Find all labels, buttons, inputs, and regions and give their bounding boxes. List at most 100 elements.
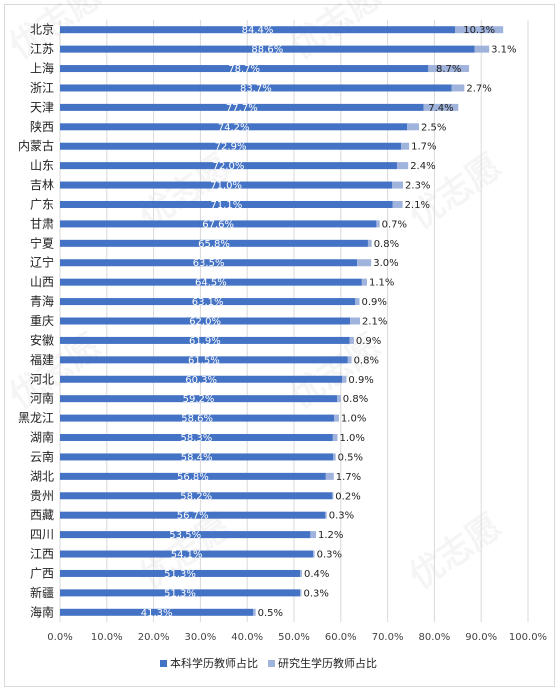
data-label-postgraduate: 1.7% <box>336 472 361 483</box>
data-label-postgraduate: 0.4% <box>304 569 329 580</box>
data-label-bachelor: 71.0% <box>210 181 242 192</box>
data-label-postgraduate: 0.8% <box>374 239 399 250</box>
bar-postgraduate <box>392 200 403 208</box>
bar-postgraduate <box>396 162 409 170</box>
x-tick-label: 70.0% <box>372 632 404 643</box>
x-tick-label: 10.0% <box>91 632 123 643</box>
data-label-postgraduate: 0.9% <box>348 375 373 386</box>
category-label: 贵州 <box>30 489 54 503</box>
category-label: 安徽 <box>30 332 54 347</box>
category-label: 广西 <box>30 566 54 580</box>
watermark-text: 优志愿 <box>402 146 508 237</box>
data-label-bachelor: 41.3% <box>141 608 173 619</box>
bar-postgraduate <box>300 569 302 577</box>
bar-postgraduate <box>454 26 504 34</box>
x-tick-label: 90.0% <box>465 632 497 643</box>
data-label-bachelor: 56.7% <box>177 511 209 522</box>
data-label-bachelor: 58.6% <box>181 414 213 425</box>
data-label-postgraduate: 0.9% <box>362 297 387 308</box>
bar-postgraduate <box>357 259 372 267</box>
data-label-bachelor: 72.9% <box>215 142 247 153</box>
category-label: 天津 <box>30 100 54 114</box>
data-label-postgraduate: 2.7% <box>466 83 491 94</box>
bar-postgraduate <box>325 472 334 480</box>
data-label-postgraduate: 2.3% <box>405 181 430 192</box>
x-tick-label: 100.0% <box>509 632 547 643</box>
category-label: 新疆 <box>30 585 54 600</box>
data-label-bachelor: 53.5% <box>169 530 201 541</box>
category-label: 内蒙古 <box>18 138 54 153</box>
bar-bachelor <box>60 531 311 539</box>
bar-postgraduate <box>355 298 360 306</box>
data-label-bachelor: 62.0% <box>189 317 221 328</box>
data-label-postgraduate: 2.1% <box>362 317 387 328</box>
data-label-postgraduate: 2.1% <box>405 200 430 211</box>
bar-bachelor <box>60 414 335 422</box>
watermark-text: 优志愿 <box>402 506 508 597</box>
data-label-postgraduate: 8.7% <box>436 64 461 75</box>
data-label-bachelor: 64.5% <box>195 278 227 289</box>
data-label-postgraduate: 2.5% <box>421 122 446 133</box>
data-label-bachelor: 71.1% <box>210 200 242 211</box>
bar-postgraduate <box>407 123 419 131</box>
data-label-bachelor: 54.1% <box>171 550 203 561</box>
x-tick-label: 50.0% <box>278 632 310 643</box>
category-label: 重庆 <box>30 314 54 328</box>
data-label-postgraduate: 3.1% <box>491 45 516 56</box>
bar-bachelor <box>60 123 408 131</box>
category-label: 湖北 <box>30 468 54 483</box>
bar-bachelor <box>60 492 333 500</box>
data-label-bachelor: 78.7% <box>228 64 260 75</box>
legend-label-bachelor: 本科学历教师占比 <box>170 656 258 670</box>
x-tick-label: 0.0% <box>47 632 72 643</box>
x-tick-label: 20.0% <box>138 632 170 643</box>
data-label-postgraduate: 0.2% <box>335 491 360 502</box>
category-label: 上海 <box>30 61 54 76</box>
watermark-text: 优志愿 <box>282 0 388 67</box>
bar-postgraduate <box>300 589 302 597</box>
bar-postgraduate <box>361 278 368 286</box>
data-label-postgraduate: 3.0% <box>373 258 398 269</box>
data-label-postgraduate: 1.1% <box>369 278 394 289</box>
bar-bachelor <box>60 298 356 306</box>
category-label: 广东 <box>30 197 54 211</box>
data-label-postgraduate: 7.4% <box>428 103 453 114</box>
x-tick-label: 30.0% <box>185 632 217 643</box>
data-label-bachelor: 88.6% <box>251 45 283 56</box>
category-label: 宁夏 <box>30 235 54 250</box>
data-label-postgraduate: 1.7% <box>411 142 436 153</box>
category-label: 陕西 <box>30 119 54 134</box>
data-label-postgraduate: 1.2% <box>318 530 343 541</box>
bar-postgraduate <box>334 414 339 422</box>
bar-bachelor <box>60 239 368 247</box>
data-label-bachelor: 61.9% <box>189 336 221 347</box>
category-label: 山西 <box>30 275 54 289</box>
data-label-bachelor: 58.4% <box>181 452 213 463</box>
data-label-bachelor: 63.5% <box>193 258 225 269</box>
x-tick-label: 40.0% <box>231 632 263 643</box>
bar-postgraduate <box>423 103 459 111</box>
category-label: 黑龙江 <box>18 411 54 425</box>
data-label-bachelor: 67.6% <box>202 219 234 230</box>
x-tick-label: 60.0% <box>325 632 357 643</box>
bar-postgraduate <box>310 531 316 539</box>
bar-bachelor <box>60 395 338 403</box>
bar-bachelor <box>60 142 402 150</box>
category-label: 海南 <box>30 604 54 619</box>
data-label-bachelor: 56.8% <box>177 472 209 483</box>
legend-label-postgraduate: 研究生学历教师占比 <box>278 656 377 670</box>
bar-postgraduate <box>313 550 315 558</box>
data-label-bachelor: 84.4% <box>242 25 274 36</box>
bar-bachelor <box>60 434 333 442</box>
data-label-postgraduate: 1.0% <box>340 433 365 444</box>
bar-postgraduate <box>332 492 334 500</box>
data-label-bachelor: 59.2% <box>183 394 215 405</box>
bar-bachelor <box>60 278 362 286</box>
bar-bachelor <box>60 259 358 267</box>
data-label-bachelor: 58.2% <box>180 491 212 502</box>
category-label: 浙江 <box>30 81 54 95</box>
category-label: 山东 <box>30 159 54 173</box>
bar-bachelor <box>60 356 348 364</box>
category-label: 江西 <box>30 547 54 561</box>
data-label-bachelor: 65.8% <box>198 239 230 250</box>
